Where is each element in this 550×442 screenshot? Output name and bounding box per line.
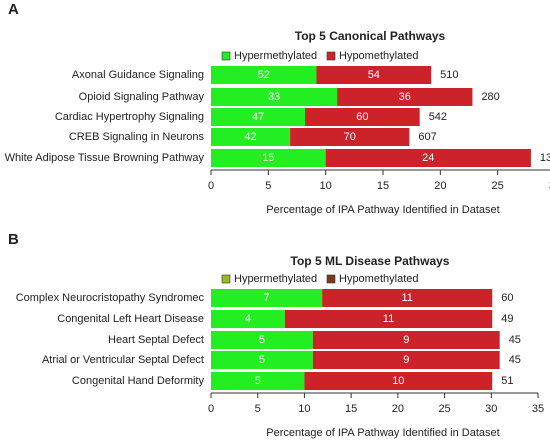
x-tick-label: 10: [298, 403, 310, 415]
segment-count: 5: [259, 334, 265, 346]
bar-segment: [322, 289, 493, 307]
bar-segment: [325, 149, 531, 167]
total-label: 510: [440, 69, 458, 81]
total-label: 542: [429, 111, 447, 123]
bar-segment: [290, 128, 410, 146]
x-tick-label: 35: [532, 403, 544, 415]
x-tick-label: 20: [392, 403, 404, 415]
x-tick-label: 30: [549, 180, 550, 192]
legend-swatch: [221, 274, 231, 284]
bar-segment: [211, 351, 313, 369]
segment-count: 52: [258, 69, 270, 81]
category-label: Congenital Left Heart Disease: [57, 313, 204, 325]
category-label: Cardiac Hypertrophy Signaling: [55, 111, 204, 123]
total-label: 51: [501, 375, 513, 387]
bar-segment: [337, 88, 473, 106]
legend-label: Hypomethylated: [339, 273, 419, 285]
x-tick-label: 5: [265, 180, 271, 192]
x-tick-label: 20: [434, 180, 446, 192]
segment-count: 7: [264, 292, 270, 304]
bar-segment: [304, 372, 493, 390]
chart-title: Top 5 Canonical Pathways: [295, 29, 446, 43]
legend-label: Hypermethylated: [234, 50, 317, 62]
segment-count: 15: [262, 152, 274, 164]
category-label: Atrial or Ventricular Septal Defect: [42, 354, 204, 366]
chart-title: Top 5 ML Disease Pathways: [291, 254, 450, 268]
bar-segment: [211, 331, 313, 349]
segment-count: 5: [259, 354, 265, 366]
bar-segment: [312, 351, 500, 369]
x-tick-label: 10: [320, 180, 332, 192]
segment-count: 60: [356, 111, 368, 123]
segment-count: 9: [403, 334, 409, 346]
bar-segment: [211, 128, 291, 146]
segment-count: 11: [383, 313, 394, 325]
total-label: 60: [501, 292, 513, 304]
panel-label: B: [8, 231, 19, 248]
segment-count: 42: [244, 131, 256, 143]
bar-segment: [211, 149, 326, 167]
x-axis-label: Percentage of IPA Pathway Identified in …: [266, 427, 499, 439]
segment-count: 54: [368, 69, 380, 81]
segment-count: 70: [344, 131, 356, 143]
x-tick-label: 25: [492, 180, 504, 192]
bar-segment: [211, 88, 338, 106]
category-label: Axonal Guidance Signaling: [72, 69, 204, 81]
x-tick-label: 0: [208, 403, 214, 415]
total-label: 49: [501, 313, 513, 325]
segment-count: 24: [422, 152, 434, 164]
segment-count: 47: [252, 111, 264, 123]
panel-label: A: [8, 1, 19, 18]
x-tick-label: 5: [255, 403, 261, 415]
bar-segment: [211, 310, 285, 328]
segment-count: 11: [401, 292, 412, 304]
bar-segment: [312, 331, 500, 349]
segment-count: 33: [268, 91, 280, 103]
bar-segment: [284, 310, 493, 328]
legend-swatch: [326, 274, 336, 284]
x-axis-label: Percentage of IPA Pathway Identified in …: [266, 204, 499, 216]
bar-segment: [211, 108, 306, 126]
bar-segment: [211, 66, 317, 84]
bar-segment: [211, 289, 323, 307]
segment-count: 10: [392, 375, 404, 387]
bar-segment: [316, 66, 432, 84]
segment-count: 9: [403, 354, 409, 366]
total-label: 607: [418, 131, 436, 143]
legend-swatch: [221, 51, 231, 61]
legend-label: Hypermethylated: [234, 273, 317, 285]
x-tick-label: 15: [377, 180, 389, 192]
x-tick-label: 15: [345, 403, 357, 415]
total-label: 138: [540, 152, 550, 164]
legend-label: Hypomethylated: [339, 50, 419, 62]
total-label: 45: [509, 354, 521, 366]
segment-count: 4: [245, 313, 251, 325]
legend-swatch: [326, 51, 336, 61]
segment-count: 36: [399, 91, 411, 103]
x-tick-label: 25: [438, 403, 450, 415]
x-tick-label: 30: [485, 403, 497, 415]
category-label: Heart Septal Defect: [108, 334, 204, 346]
category-label: Opioid Signaling Pathway: [79, 91, 205, 103]
category-label: CREB Signaling in Neurons: [69, 131, 205, 143]
category-label: Congenital Hand Deformity: [72, 375, 205, 387]
total-label: 280: [481, 91, 499, 103]
total-label: 45: [509, 334, 521, 346]
category-label: Complex Neurocristopathy Syndromec: [16, 292, 205, 304]
bar-segment: [211, 372, 305, 390]
segment-count: 5: [255, 375, 261, 387]
category-label: White Adipose Tissue Browning Pathway: [5, 152, 205, 164]
bar-segment: [305, 108, 420, 126]
x-tick-label: 0: [208, 180, 214, 192]
